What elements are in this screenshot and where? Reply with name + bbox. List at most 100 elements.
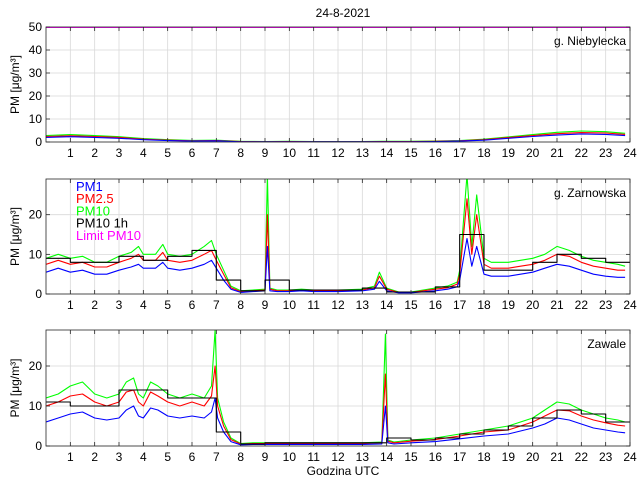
x-tick-label: 7 (213, 298, 220, 312)
x-tick-label: 6 (189, 298, 196, 312)
x-tick-label: 15 (404, 146, 418, 160)
x-tick-label: 2 (91, 450, 98, 464)
x-tick-label: 24 (623, 450, 637, 464)
x-tick-label: 18 (477, 450, 491, 464)
y-tick-label: 20 (29, 89, 43, 103)
x-tick-label: 18 (477, 298, 491, 312)
legend-entry: PM2.5 (76, 191, 114, 206)
x-tick-label: 23 (599, 146, 613, 160)
x-tick-label: 12 (331, 146, 345, 160)
x-tick-label: 10 (283, 450, 297, 464)
y-axis-label: PM [μg/m³] (8, 207, 22, 266)
x-tick-label: 17 (453, 298, 467, 312)
x-tick-label: 19 (502, 450, 516, 464)
chart-panel-2: 1 2 3 4 5 6 7 8 9 10 11 12 13 14 15 16 17 18 19 20 21 22 23 240… (8, 178, 637, 312)
x-tick-label: 22 (575, 298, 589, 312)
x-tick-label: 8 (237, 298, 244, 312)
x-tick-label: 16 (429, 146, 443, 160)
x-tick-label: 14 (380, 146, 394, 160)
station-name: g. Niebylecka (554, 34, 626, 48)
x-tick-label: 16 (429, 298, 443, 312)
x-tick-label: 21 (550, 146, 564, 160)
x-tick-label: 7 (213, 450, 220, 464)
x-tick-label: 11 (307, 450, 320, 464)
x-tick-label: 18 (477, 146, 491, 160)
y-tick-label: 50 (29, 20, 43, 34)
x-tick-label: 4 (140, 298, 147, 312)
x-tick-label: 1 (67, 450, 74, 464)
station-name: Zawale (587, 337, 626, 351)
x-tick-label: 9 (262, 298, 269, 312)
x-tick-label: 6 (189, 450, 196, 464)
x-tick-label: 11 (307, 298, 320, 312)
x-tick-label: 19 (502, 146, 516, 160)
x-tick-label: 10 (283, 146, 297, 160)
x-tick-label: 3 (116, 298, 123, 312)
legend-entry: PM10 1h (76, 216, 128, 231)
x-tick-label: 14 (380, 450, 394, 464)
x-tick-label: 12 (331, 298, 345, 312)
x-tick-label: 22 (575, 146, 589, 160)
x-tick-label: 13 (356, 298, 370, 312)
x-tick-label: 15 (404, 298, 418, 312)
x-tick-label: 24 (623, 298, 637, 312)
x-tick-label: 23 (599, 450, 613, 464)
x-tick-label: 17 (453, 146, 467, 160)
y-tick-label: 40 (29, 43, 43, 57)
x-tick-label: 7 (213, 146, 220, 160)
x-tick-label: 5 (164, 450, 171, 464)
y-tick-label: 20 (29, 359, 43, 373)
x-tick-label: 17 (453, 450, 467, 464)
x-tick-label: 4 (140, 146, 147, 160)
legend-entry: Limit PM10 (76, 228, 141, 243)
figure-title: 24-8-2021 (316, 6, 371, 20)
x-tick-label: 21 (550, 298, 564, 312)
y-tick-label: 0 (35, 135, 42, 149)
y-tick-label: 0 (35, 439, 42, 453)
x-tick-label: 3 (116, 146, 123, 160)
x-tick-label: 9 (262, 450, 269, 464)
legend-entry: PM10 (76, 203, 110, 218)
x-tick-label: 22 (575, 450, 589, 464)
y-axis-label: PM [μg/m³] (8, 55, 22, 114)
y-tick-label: 10 (29, 247, 43, 261)
x-tick-label: 1 (67, 146, 74, 160)
series-line-pm10 (46, 330, 626, 445)
x-tick-label: 21 (550, 450, 564, 464)
x-tick-label: 24 (623, 146, 637, 160)
x-tick-label: 23 (599, 298, 613, 312)
legend-entry: PM1 (76, 179, 103, 194)
x-tick-label: 8 (237, 146, 244, 160)
station-name: g. Zarnowska (554, 186, 626, 200)
x-tick-label: 19 (502, 298, 516, 312)
x-tick-label: 20 (526, 450, 540, 464)
y-tick-label: 0 (35, 287, 42, 301)
x-tick-label: 10 (283, 298, 297, 312)
x-tick-label: 6 (189, 146, 196, 160)
chart-panel-3: 1 2 3 4 5 6 7 8 9 10 11 12 13 14 15 16 17 18 19 20 21 22 23 240… (8, 329, 637, 464)
x-tick-label: 20 (526, 146, 540, 160)
x-tick-label: 9 (262, 146, 269, 160)
panels: 1 2 3 4 5 6 7 8 9 10 11 12 13 14 15 16 17 18 19 20 21 22 23 240… (8, 20, 637, 464)
y-tick-label: 20 (29, 208, 43, 222)
x-tick-label: 8 (237, 450, 244, 464)
x-tick-label: 2 (91, 298, 98, 312)
x-tick-label: 1 (67, 298, 74, 312)
x-tick-label: 11 (307, 146, 320, 160)
x-axis-label: Godzina UTC (307, 464, 380, 478)
y-tick-label: 30 (29, 66, 43, 80)
x-tick-label: 12 (331, 450, 345, 464)
x-tick-label: 20 (526, 298, 540, 312)
y-axis-label: PM [μg/m³] (8, 359, 22, 418)
y-tick-label: 10 (29, 112, 43, 126)
x-tick-label: 15 (404, 450, 418, 464)
x-tick-label: 5 (164, 146, 171, 160)
x-tick-label: 3 (116, 450, 123, 464)
x-tick-label: 16 (429, 450, 443, 464)
x-tick-label: 14 (380, 298, 394, 312)
x-tick-label: 5 (164, 298, 171, 312)
chart-panel-1: 1 2 3 4 5 6 7 8 9 10 11 12 13 14 15 16 17 18 19 20 21 22 23 240… (8, 20, 637, 160)
x-tick-label: 4 (140, 450, 147, 464)
